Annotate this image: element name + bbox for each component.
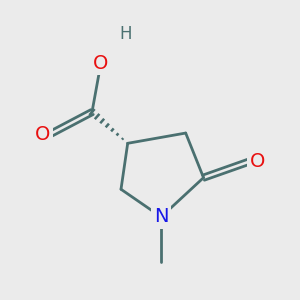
Text: H: H [119, 25, 132, 43]
Text: O: O [93, 53, 109, 73]
Text: O: O [35, 125, 51, 144]
Text: O: O [249, 152, 265, 171]
Text: N: N [154, 207, 168, 226]
